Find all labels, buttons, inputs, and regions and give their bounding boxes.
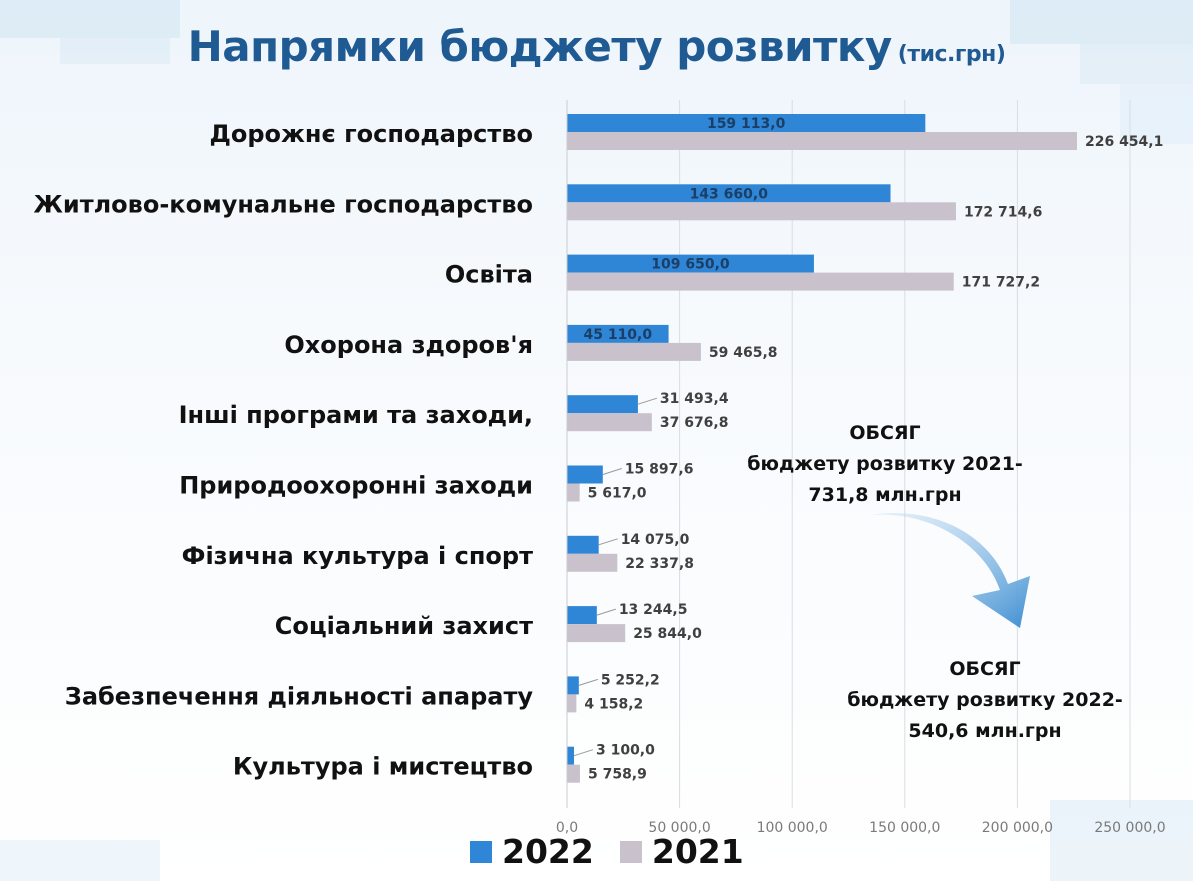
data-label-leader: [573, 749, 594, 757]
category-label: Соціальний захист: [275, 612, 533, 640]
data-label-2021: 22 337,8: [625, 556, 694, 572]
bar-2022: [567, 254, 814, 273]
x-tick-label: 50 000,0: [648, 820, 710, 836]
note-budget-2021: ОБСЯГ бюджету розвитку 2021- 731,8 млн.г…: [720, 418, 1050, 511]
data-label-2022: 31 493,4: [660, 391, 729, 407]
bar-2021: [567, 342, 701, 361]
background-decoration: [1080, 44, 1193, 84]
data-label-leader: [596, 608, 616, 616]
bar-2022: [567, 746, 574, 765]
data-label-2021: 4 158,2: [584, 696, 643, 712]
background-decoration: [1010, 0, 1193, 44]
data-label-2022: 3 100,0: [596, 743, 655, 759]
background-decoration: [60, 38, 170, 64]
x-tick-label: 200 000,0: [982, 820, 1053, 836]
data-label-2022: 159 113,0: [707, 116, 786, 132]
data-label-2022: 109 650,0: [651, 257, 730, 273]
note-2022-line-1: ОБСЯГ: [949, 658, 1021, 680]
data-label-2022: 143 660,0: [690, 186, 769, 202]
bar-2021: [567, 624, 626, 643]
legend-swatch-2021: [619, 840, 642, 863]
data-label-leader: [602, 468, 622, 475]
bar-2021: [567, 483, 580, 502]
legend-item-2022: 2022: [470, 832, 594, 871]
x-tick-label: 100 000,0: [757, 820, 828, 836]
data-label-2021: 37 676,8: [660, 415, 729, 431]
bar-2022: [567, 606, 597, 625]
category-label: Інші програми та заходи,: [179, 401, 533, 429]
bar-2021: [567, 553, 618, 572]
data-label-2021: 5 617,0: [588, 486, 647, 502]
bar-2021: [567, 694, 577, 713]
bar-2022: [567, 535, 599, 554]
background-decoration: [0, 840, 160, 881]
legend-label-2022: 2022: [502, 832, 594, 871]
bar-2022: [567, 395, 638, 414]
data-label-2021: 171 727,2: [962, 275, 1040, 291]
note-budget-2022: ОБСЯГ бюджету розвитку 2022- 540,6 млн.г…: [820, 654, 1150, 747]
category-label: Житлово-комунальне господарство: [34, 190, 534, 218]
legend-swatch-2022: [470, 840, 492, 863]
bar-2021: [567, 764, 580, 783]
data-label-2022: 13 244,5: [619, 602, 688, 618]
note-2022-line-3: 540,6 млн.грн: [908, 720, 1062, 742]
x-tick-label: 0,0: [556, 820, 578, 836]
data-label-2021: 5 758,9: [588, 767, 647, 783]
bar-2021: [567, 413, 652, 432]
bar-2022: [567, 114, 926, 132]
data-label-2021: 25 844,0: [633, 626, 702, 642]
chart-title: Напрямки бюджету розвитку (тис.грн): [0, 22, 1193, 71]
bar-2022: [567, 465, 603, 484]
note-2022-line-2: бюджету розвитку 2022-: [847, 689, 1123, 711]
chart-title-unit: (тис.грн): [897, 42, 1006, 67]
data-label-2021: 172 714,6: [964, 204, 1042, 220]
data-label-2022: 5 252,2: [601, 672, 660, 688]
data-label-2022: 45 110,0: [583, 327, 652, 343]
bar-2021: [567, 202, 956, 221]
background-decoration: [1120, 84, 1193, 144]
legend-item-2021: 2021: [619, 832, 744, 871]
category-label: Культура і мистецтво: [233, 753, 533, 781]
bar-2021: [567, 132, 1077, 150]
data-label-leader: [578, 678, 598, 686]
bar-2022: [567, 324, 669, 343]
x-tick-label: 250 000,0: [1094, 820, 1165, 836]
data-label-leader: [598, 538, 618, 546]
data-label-2022: 15 897,6: [625, 462, 694, 478]
chart-title-text: Напрямки бюджету розвитку: [187, 22, 893, 71]
data-label-2022: 14 075,0: [621, 532, 690, 548]
x-tick-label: 150 000,0: [869, 820, 940, 836]
data-label-2021: 226 454,1: [1085, 134, 1163, 150]
legend-label-2021: 2021: [651, 832, 744, 871]
category-label: Дорожнє господарство: [210, 120, 533, 148]
note-2021-line-2: бюджету розвитку 2021-: [747, 453, 1023, 475]
note-2021-line-3: 731,8 млн.грн: [808, 484, 962, 506]
bar-2022: [567, 184, 891, 203]
category-label: Освіта: [445, 261, 533, 289]
category-label: Природоохоронні заходи: [179, 472, 533, 500]
bar-2022: [567, 676, 579, 695]
chart-legend: 2022 2021: [470, 832, 770, 871]
note-2021-line-1: ОБСЯГ: [849, 422, 921, 444]
background-decoration: [1050, 800, 1193, 881]
category-label: Фізична культура і спорт: [182, 542, 533, 570]
category-label: Забезпечення діяльності апарату: [65, 682, 534, 710]
background-decoration: [0, 0, 180, 38]
bar-2021: [567, 272, 954, 291]
data-label-2021: 59 465,8: [709, 345, 778, 361]
data-label-leader: [637, 397, 658, 405]
category-label: Охорона здоров'я: [284, 331, 533, 359]
